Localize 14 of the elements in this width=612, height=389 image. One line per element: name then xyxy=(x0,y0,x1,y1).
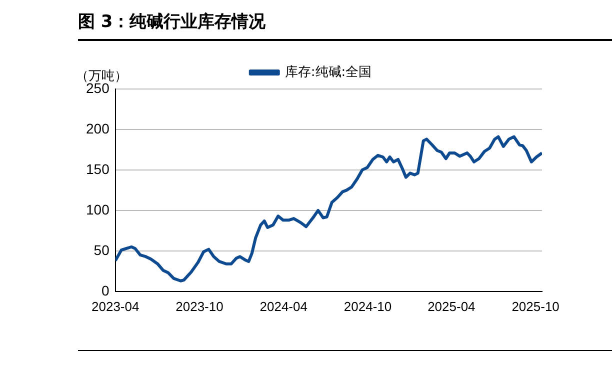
chart-title: 图 3：纯碱行业库存情况 xyxy=(78,10,612,41)
x-tick-label: 2025-10 xyxy=(512,298,560,314)
y-tick-label: 150 xyxy=(86,160,110,177)
y-tick-label: 200 xyxy=(86,120,110,136)
y-tick-label: 100 xyxy=(86,201,110,218)
x-tick-label: 2023-04 xyxy=(92,298,140,314)
y-tick-label: 0 xyxy=(102,282,110,298)
x-tick-label: 2024-10 xyxy=(344,298,392,314)
x-tick-label: 2023-10 xyxy=(176,298,224,314)
x-tick-label: 2024-04 xyxy=(260,298,308,314)
y-axis-title: （万吨） xyxy=(75,68,128,84)
y-tick-label: 50 xyxy=(94,242,110,258)
x-tick-label: 2025-04 xyxy=(428,298,476,314)
legend-label: 库存:纯碱:全国 xyxy=(284,64,372,80)
